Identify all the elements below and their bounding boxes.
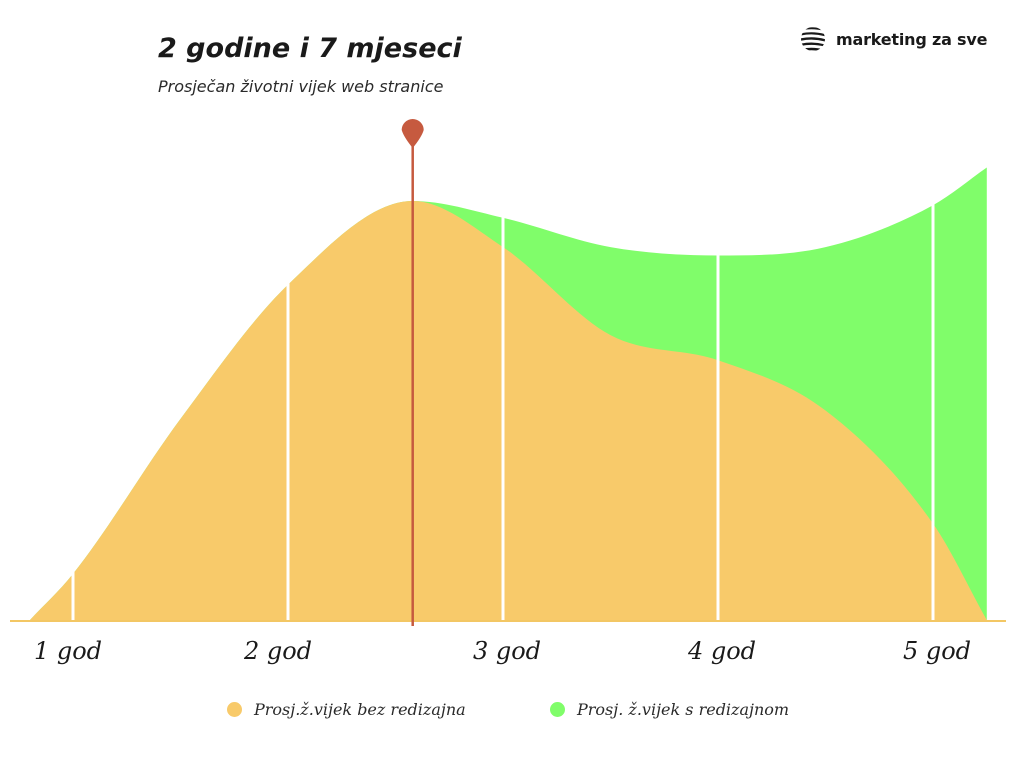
- brand-name: marketing za sve: [836, 29, 988, 49]
- chart-subtitle: Prosječan životni vijek web stranice: [158, 77, 444, 96]
- ticks-layer: 1 god 2 god 3 god 4 god 5 god: [34, 637, 971, 665]
- legend-label: Prosj. ž.vijek s redizajnom: [577, 700, 790, 719]
- areas-layer: [30, 167, 987, 620]
- striped-globe-logo-icon: [800, 26, 826, 52]
- x-tick-label: 1 god: [34, 637, 102, 665]
- x-tick-label: 4 god: [687, 637, 756, 665]
- marker-layer: [401, 119, 424, 626]
- legend-swatch-green: [550, 702, 565, 717]
- x-tick-label: 3 god: [473, 637, 541, 665]
- grid-layer: [71, 198, 935, 620]
- legend-item-bez-redizajna: Prosj.ž.vijek bez redizajna: [227, 700, 466, 719]
- x-tick-label: 2 god: [243, 637, 312, 665]
- brand-logo: marketing za sve: [800, 26, 987, 52]
- legend-item-s-redizajnom: Prosj. ž.vijek s redizajnom: [550, 700, 789, 719]
- legend-label: Prosj.ž.vijek bez redizajna: [254, 700, 466, 719]
- legend-swatch-orange: [227, 702, 242, 717]
- series-area-bez-redizajna: [30, 201, 987, 620]
- x-tick-label: 5 god: [903, 637, 971, 665]
- chart-legend: Prosj.ž.vijek bez redizajna Prosj. ž.vij…: [0, 700, 1024, 728]
- location-pin-icon: [401, 119, 424, 148]
- chart-title: 2 godine i 7 mjeseci: [158, 33, 463, 64]
